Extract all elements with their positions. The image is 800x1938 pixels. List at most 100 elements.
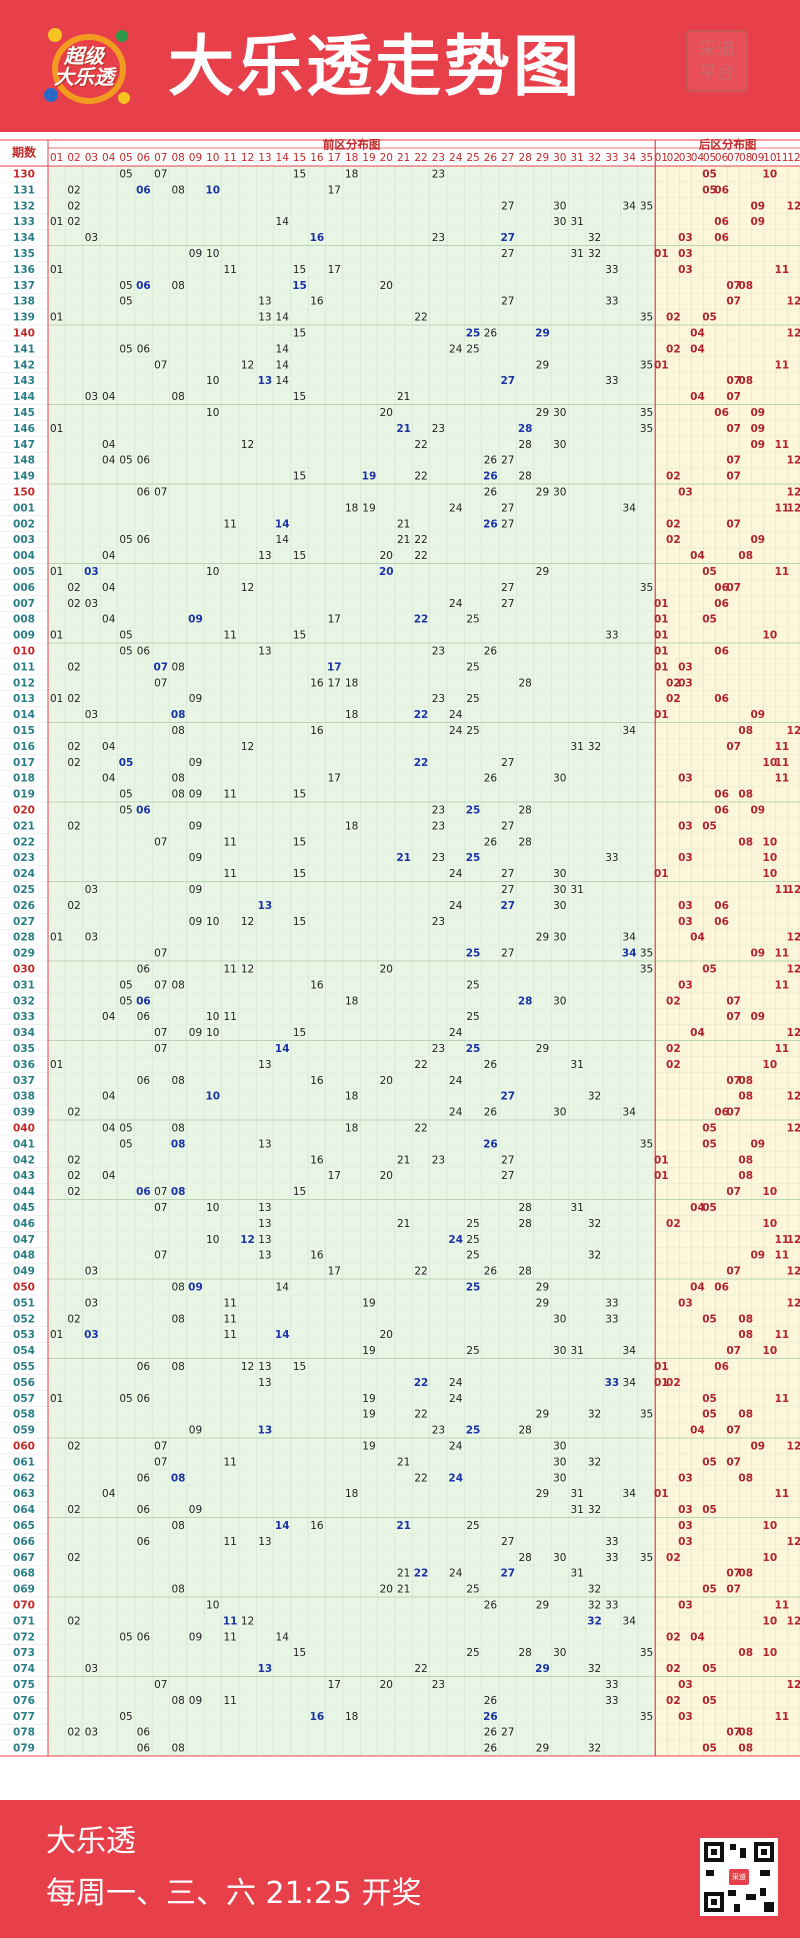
front-number: 11: [223, 963, 236, 975]
front-number: 28: [518, 677, 531, 689]
period-label: 049: [13, 1266, 35, 1278]
back-number: 09: [750, 216, 765, 228]
front-number: 23: [432, 168, 445, 180]
front-number: 25: [466, 725, 479, 737]
front-number: 17: [328, 184, 341, 196]
qr-code[interactable]: 采道: [700, 1838, 778, 1916]
qr-badge: 采道: [729, 1869, 749, 1885]
front-number: 25: [466, 327, 481, 339]
front-number: 30: [553, 1107, 566, 1119]
front-number: 09: [189, 1425, 202, 1437]
back-number: 12: [787, 932, 800, 944]
front-number: 30: [553, 773, 566, 785]
front-column-label: 16: [310, 152, 324, 164]
front-number: 33: [605, 375, 618, 387]
front-number: 21: [397, 534, 410, 546]
front-number: 35: [640, 407, 653, 419]
front-number: 08: [171, 391, 184, 403]
front-number: 06: [137, 645, 151, 657]
front-number: 34: [623, 1345, 637, 1357]
front-number: 11: [223, 1631, 236, 1643]
front-number: 20: [380, 1075, 393, 1087]
front-number: 28: [518, 439, 531, 451]
period-label: 130: [13, 168, 35, 180]
back-number: 09: [750, 804, 765, 816]
front-number: 32: [588, 1409, 601, 1421]
front-number: 02: [67, 582, 80, 594]
back-number: 06: [714, 1281, 729, 1293]
back-number: 05: [702, 820, 717, 832]
front-number: 13: [258, 312, 271, 324]
back-zone-header: 后区分布图: [699, 138, 757, 152]
period-label: 140: [13, 327, 35, 339]
front-number: 07: [154, 1440, 167, 1452]
back-number: 06: [714, 645, 729, 657]
front-number: 22: [414, 709, 429, 721]
front-number: 08: [171, 661, 184, 673]
back-number: 08: [738, 1075, 753, 1087]
front-number: 02: [67, 598, 80, 610]
front-number: 02: [67, 1440, 80, 1452]
front-number: 04: [102, 439, 116, 451]
period-label: 058: [13, 1409, 35, 1421]
front-number: 30: [553, 216, 566, 228]
back-number: 01: [654, 1154, 669, 1166]
front-number: 33: [605, 1313, 618, 1325]
front-number: 12: [241, 916, 254, 928]
front-number: 23: [432, 1154, 445, 1166]
period-label: 068: [13, 1568, 35, 1580]
front-number: 06: [137, 1075, 151, 1087]
period-label: 016: [13, 741, 35, 753]
period-label: 066: [13, 1536, 35, 1548]
back-number: 03: [678, 661, 693, 673]
front-number: 02: [67, 741, 80, 753]
front-number: 11: [223, 1536, 236, 1548]
front-number: 04: [102, 1488, 116, 1500]
front-number: 15: [293, 391, 306, 403]
back-number: 11: [775, 439, 790, 451]
back-column-label: 02: [667, 152, 680, 164]
front-number: 12: [241, 1615, 254, 1627]
front-number: 33: [605, 1695, 618, 1707]
footer: 大乐透 每周一、三、六 21:25 开奖 采道: [0, 1800, 800, 1938]
back-number: 07: [726, 296, 741, 308]
front-number: 32: [588, 232, 601, 244]
front-number: 22: [414, 439, 427, 451]
back-number: 10: [763, 1218, 778, 1230]
period-label: 009: [13, 630, 35, 642]
period-label: 003: [13, 534, 35, 546]
back-number: 03: [678, 773, 693, 785]
period-label: 024: [13, 868, 35, 880]
back-number: 07: [726, 455, 741, 467]
period-label: 070: [13, 1599, 35, 1611]
front-number: 26: [484, 773, 498, 785]
front-number: 05: [119, 1138, 132, 1150]
front-column-label: 22: [414, 152, 427, 164]
front-number: 23: [432, 916, 445, 928]
front-number: 28: [518, 1266, 531, 1278]
back-number: 11: [775, 979, 790, 991]
back-number: 05: [702, 1663, 717, 1675]
back-number: 05: [702, 1202, 717, 1214]
front-column-label: 20: [380, 152, 393, 164]
front-number: 15: [293, 868, 306, 880]
front-number: 28: [518, 471, 531, 483]
back-number: 06: [714, 804, 729, 816]
back-number: 01: [654, 359, 669, 371]
front-number: 09: [189, 1504, 202, 1516]
front-number: 11: [223, 1297, 236, 1309]
front-number: 06: [136, 1186, 151, 1198]
period-label: 030: [13, 963, 35, 975]
front-number: 27: [501, 455, 514, 467]
super-lotto-logo: 超级 大乐透: [44, 26, 136, 110]
front-number: 22: [414, 1472, 427, 1484]
front-number: 09: [189, 852, 202, 864]
front-number: 16: [310, 979, 324, 991]
logo-text-line1: 超级: [64, 44, 104, 68]
header: 超级 大乐透 大乐透走势图 采道 平台: [0, 0, 800, 132]
front-number: 04: [102, 1011, 116, 1023]
front-number: 25: [466, 693, 479, 705]
back-number: 08: [738, 375, 753, 387]
back-number: 07: [726, 423, 741, 435]
